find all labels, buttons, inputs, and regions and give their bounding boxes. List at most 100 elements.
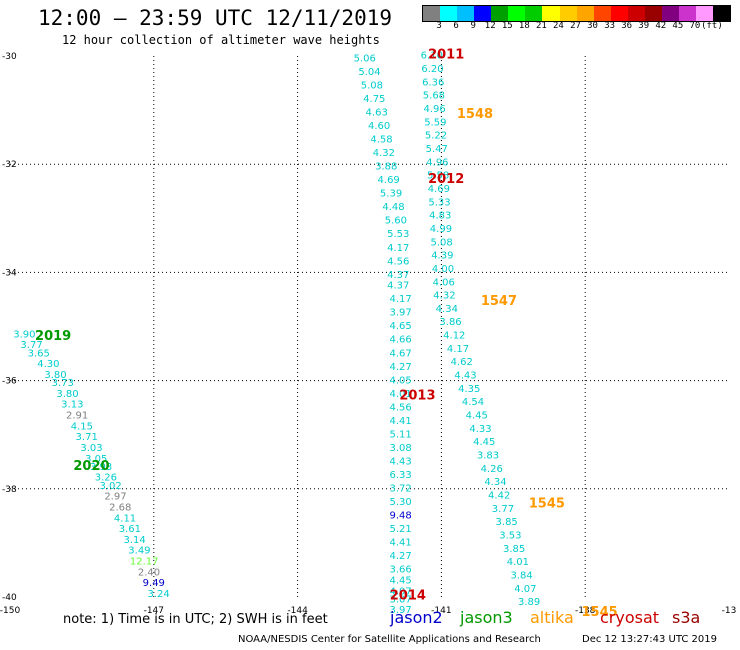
color-scale-label: 9 [470, 21, 476, 31]
x-tick-label: -144 [287, 606, 308, 616]
legend-item-cryosat: cryosat [600, 608, 660, 627]
color-scale-label: 21 [535, 21, 547, 31]
swh-value: 3.08 [390, 443, 412, 454]
swh-value: 4.11 [114, 513, 136, 524]
swh-value: 3.72 [390, 484, 412, 495]
x-tick-label: -13 [722, 606, 737, 616]
swh-value: 3.03 [80, 443, 102, 454]
swh-value: 4.35 [458, 384, 480, 395]
footer-timestamp: Dec 12 13:27:43 UTC 2019 [582, 634, 717, 645]
color-swatch [713, 6, 731, 21]
swh-value: 3.97 [390, 605, 412, 616]
x-tick-label: -138 [575, 606, 596, 616]
swh-value: 3.89 [518, 597, 540, 608]
swh-value: 4.75 [363, 94, 385, 105]
swh-value: 4.65 [390, 321, 412, 332]
swh-value: 4.83 [429, 211, 451, 222]
swh-value: 4.96 [426, 157, 448, 168]
color-swatch [525, 6, 543, 21]
swh-value: 4.39 [431, 251, 453, 262]
swh-value: 4.06 [433, 277, 455, 288]
color-swatch [559, 6, 577, 21]
swh-value: 5.58 [427, 171, 449, 182]
color-scale-label: 30 [587, 21, 598, 31]
swh-value: 4.07 [390, 586, 412, 597]
chart-subtitle: 12 hour collection of altimeter wave hei… [62, 33, 380, 47]
legend-item-s3a: s3a [672, 608, 701, 627]
swh-value: 4.69 [378, 175, 400, 186]
swh-value: 3.77 [492, 504, 514, 515]
swh-value: 4.43 [454, 371, 476, 382]
swh-value: 4.05 [390, 375, 412, 386]
pass-time-label: 1548 [457, 107, 493, 122]
swh-value: 2.91 [66, 410, 88, 421]
swh-value: 5.21 [390, 524, 412, 535]
x-tick-label: -150 [0, 606, 20, 616]
swh-value: 3.90 [13, 329, 35, 340]
color-scale-bar [422, 5, 731, 22]
swh-value: 5.33 [428, 197, 450, 208]
swh-value: 5.68 [423, 91, 445, 102]
swh-value: 4.56 [390, 402, 412, 413]
swh-value: 4.33 [469, 424, 491, 435]
swh-value: 4.45 [473, 437, 495, 448]
swh-value: 4.34 [436, 304, 458, 315]
swh-value: 3.84 [511, 570, 533, 581]
swh-value: 3.83 [477, 451, 499, 462]
swh-value: 3.80 [56, 389, 78, 400]
swh-value: 3.13 [61, 400, 83, 411]
swh-value: 4.01 [390, 389, 412, 400]
swh-value: 4.43 [390, 456, 412, 467]
swh-value: 3.73 [52, 378, 74, 389]
swh-value: 6.20 [421, 64, 443, 75]
color-scale-label: 36 [621, 21, 633, 31]
swh-value: 4.17 [390, 294, 412, 305]
swh-value: 3.61 [119, 524, 141, 535]
color-scale-label: (ft) [701, 21, 723, 31]
color-scale-label: 3 [436, 21, 442, 31]
swh-value: 3.85 [496, 517, 518, 528]
swh-value: 3.97 [390, 308, 412, 319]
swh-value: 4.37 [387, 281, 409, 292]
swh-value: 4.30 [37, 359, 59, 370]
color-swatch [696, 6, 714, 21]
swh-value: 4.01 [507, 557, 529, 568]
color-swatch [457, 6, 475, 21]
swh-value: 3.24 [147, 589, 169, 600]
footer-note: note: 1) Time is in UTC; 2) SWH is in fe… [63, 612, 328, 627]
swh-value: 4.32 [433, 291, 455, 302]
color-swatch [508, 6, 526, 21]
swh-value: 4.45 [390, 575, 412, 586]
swh-value: 2.97 [104, 492, 126, 503]
color-swatch [593, 6, 611, 21]
pass-time-label: 2012 [428, 172, 464, 187]
pass-time-label: 2019 [35, 329, 71, 344]
swh-value: 5.22 [425, 131, 447, 142]
swh-value: 3.26 [95, 473, 117, 484]
swh-value: 5.60 [385, 216, 407, 227]
swh-value: 4.48 [382, 202, 404, 213]
color-swatch [627, 6, 645, 21]
swh-value: 4.42 [488, 490, 510, 501]
swh-value: 2.68 [109, 502, 131, 513]
swh-value: 4.41 [390, 538, 412, 549]
color-scale-label: 39 [638, 21, 650, 31]
color-scale-label: 42 [655, 21, 667, 31]
swh-value: 12.17 [130, 557, 159, 568]
y-tick-label: -34 [2, 268, 17, 278]
swh-value: 3.14 [123, 535, 145, 546]
swh-value: 5.04 [358, 67, 380, 78]
swh-value: 4.56 [387, 256, 409, 267]
swh-value: 3.88 [375, 162, 397, 173]
swh-value: 4.17 [447, 344, 469, 355]
color-swatch [491, 6, 509, 21]
swh-value: 4.34 [484, 477, 506, 488]
footer-credit: NOAA/NESDIS Center for Satellite Applica… [238, 634, 541, 645]
swh-value: 3.71 [76, 432, 98, 443]
pass-time-label: 2013 [399, 389, 435, 404]
swh-value: 3.07 [390, 594, 412, 605]
color-swatch [661, 6, 679, 21]
swh-value: 4.67 [390, 348, 412, 359]
swh-value: 4.12 [443, 331, 465, 342]
